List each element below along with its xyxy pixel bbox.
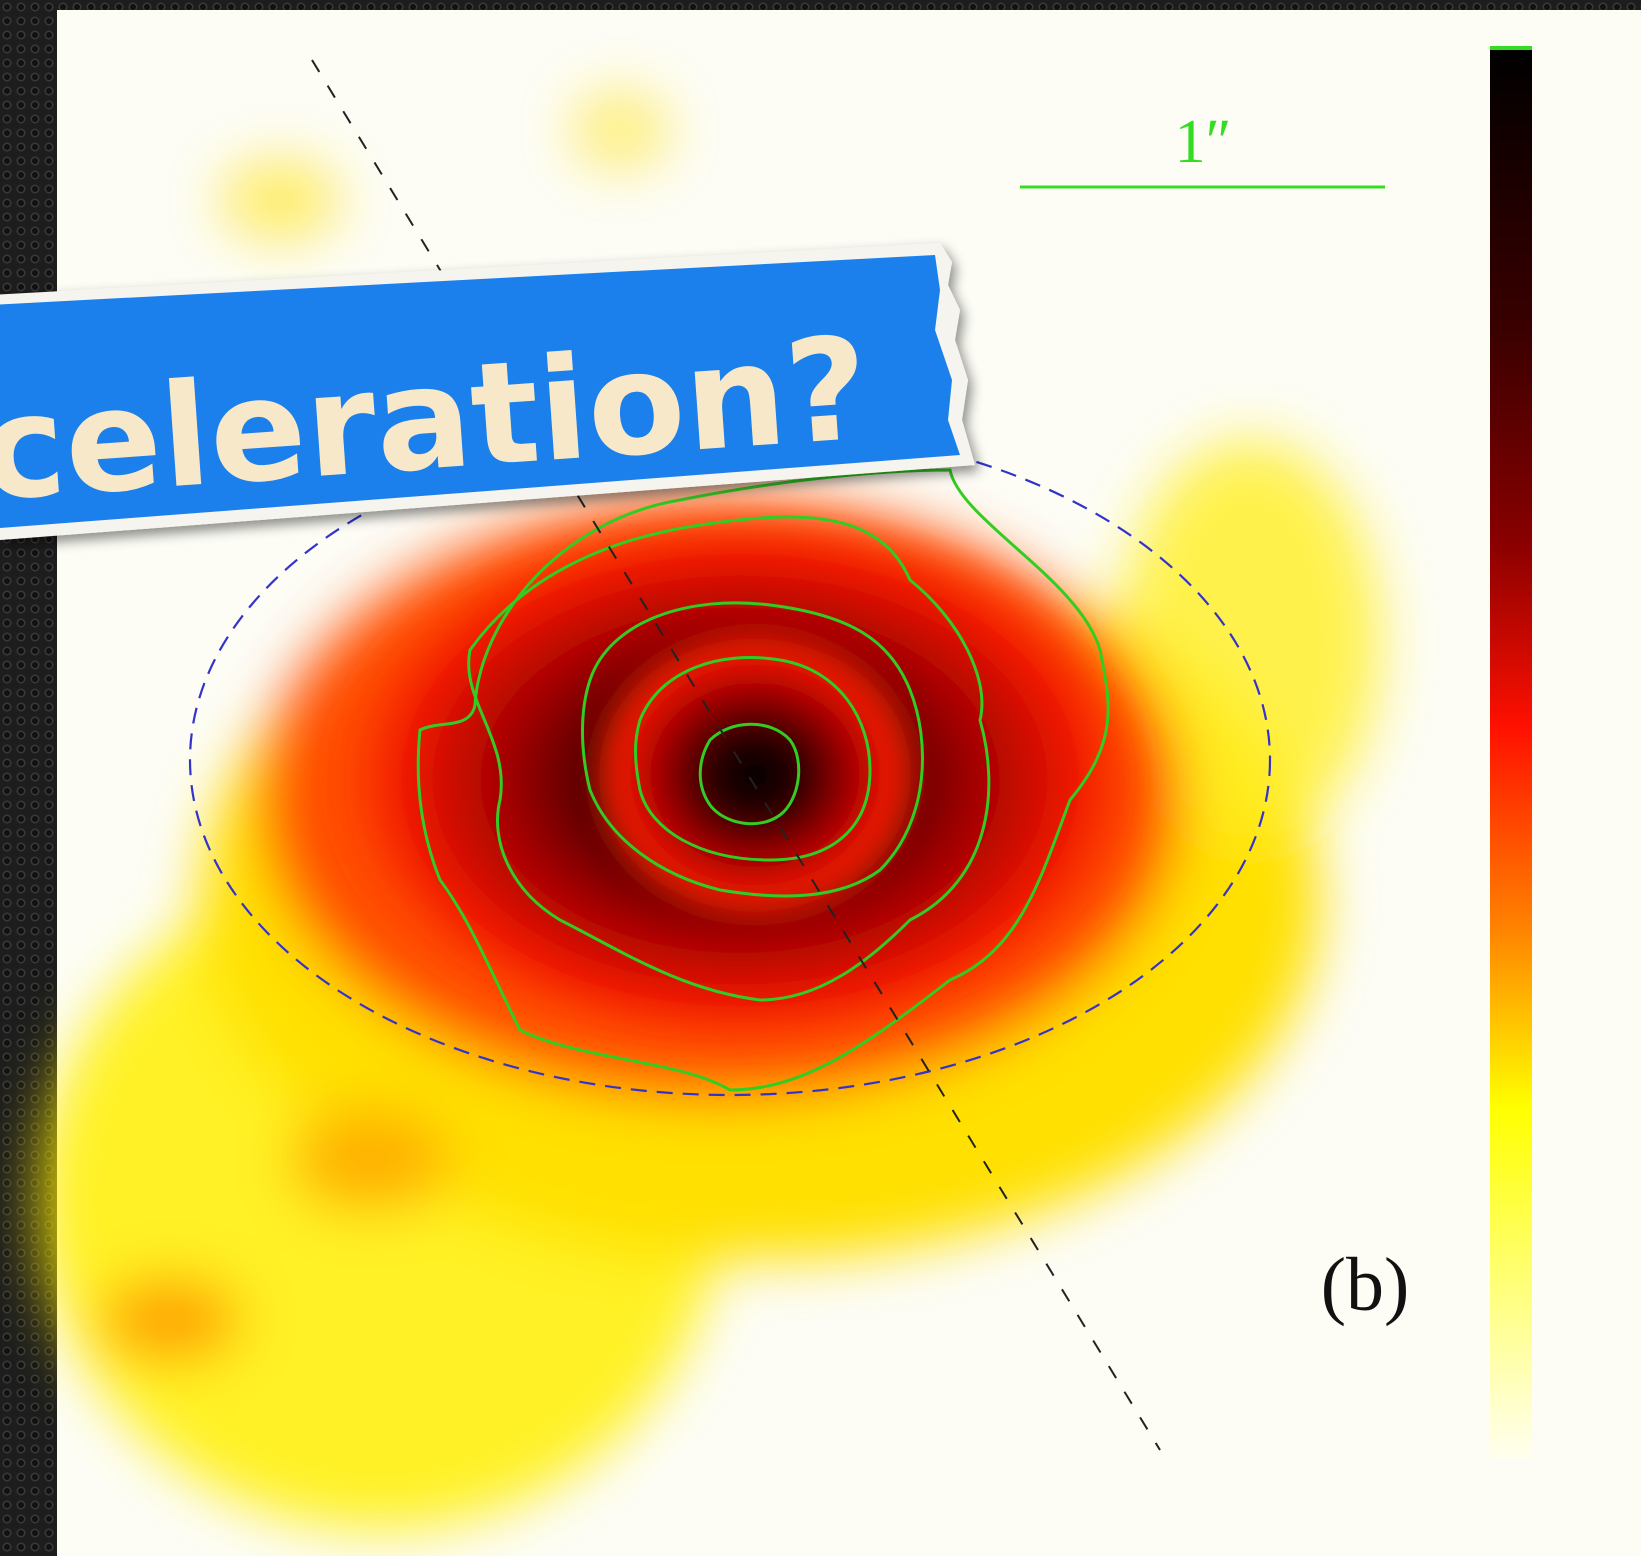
- page: 1″ (b) celeration? (() => { const data =…: [0, 0, 1641, 1556]
- scale-label: 1″: [1175, 108, 1232, 176]
- colorbar: [1490, 50, 1532, 1460]
- slide: 1″ (b) celeration?: [0, 0, 1641, 1556]
- panel-label: (b): [1321, 1243, 1410, 1327]
